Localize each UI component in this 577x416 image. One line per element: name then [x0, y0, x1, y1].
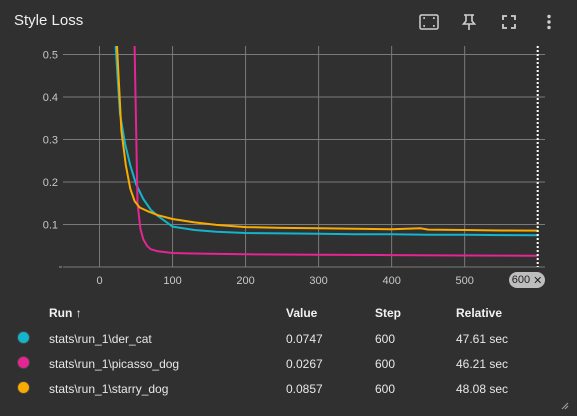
- run-table: Run ↑ Value Step Relative stats\run_1\de…: [0, 300, 577, 401]
- x-tick-label: 500: [455, 275, 473, 287]
- run-name: stats\run_1\picasso_dog: [49, 356, 180, 371]
- more-vert-icon: [547, 14, 551, 30]
- y-tick-label: 0.3: [43, 135, 58, 147]
- table-row[interactable]: stats\run_1\picasso_dog 0.0267 600 46.21…: [0, 351, 577, 376]
- run-value: 0.0747: [286, 331, 323, 346]
- x-tick-label: 0: [96, 275, 102, 287]
- resize-handle-icon[interactable]: [559, 400, 569, 410]
- x-tick-label: 400: [382, 275, 400, 287]
- run-color-swatch[interactable]: [17, 380, 30, 394]
- run-value: 0.0267: [286, 356, 323, 371]
- pin-button[interactable]: [451, 10, 487, 34]
- card-title: Style Loss: [14, 12, 84, 29]
- run-relative: 46.21 sec: [456, 356, 509, 371]
- series-line-2[interactable]: [116, 46, 538, 232]
- fit-domain-icon: [419, 14, 439, 30]
- step-column-header[interactable]: Step: [375, 306, 402, 320]
- fullscreen-button[interactable]: [491, 10, 527, 34]
- run-column-header[interactable]: Run ↑: [49, 306, 82, 320]
- x-tick-label: 100: [163, 275, 181, 287]
- run-step: 600: [375, 356, 396, 371]
- run-value: 0.0857: [286, 381, 323, 396]
- run-relative: 47.61 sec: [456, 331, 509, 346]
- run-color-swatch[interactable]: [17, 355, 30, 369]
- fullscreen-icon: [502, 15, 516, 29]
- more-button[interactable]: [531, 10, 567, 34]
- value-column-header[interactable]: Value: [286, 306, 318, 320]
- table-row[interactable]: stats\run_1\starry_dog 0.0857 600 48.08 …: [0, 376, 577, 401]
- card-toolbar: [411, 10, 567, 34]
- series-line-1[interactable]: [133, 46, 538, 257]
- fit-domain-button[interactable]: [411, 10, 447, 34]
- y-tick-label: 0.2: [43, 177, 58, 189]
- run-name: stats\run_1\der_cat: [49, 331, 152, 346]
- y-tick-label: 0.4: [43, 92, 58, 104]
- table-row[interactable]: stats\run_1\der_cat 0.0747 600 47.61 sec: [0, 326, 577, 351]
- x-tick-label: 300: [309, 275, 327, 287]
- close-icon[interactable]: ✕: [533, 274, 543, 287]
- step-marker-badge[interactable]: 600 ✕: [509, 272, 545, 288]
- run-step: 600: [375, 381, 396, 396]
- pin-icon: [461, 14, 477, 30]
- run-step: 600: [375, 331, 396, 346]
- x-tick-label: 200: [236, 275, 254, 287]
- run-name: stats\run_1\starry_dog: [49, 381, 169, 396]
- series-line-0[interactable]: [114, 46, 538, 237]
- run-relative: 48.08 sec: [456, 381, 509, 396]
- run-color-swatch[interactable]: [17, 330, 30, 344]
- line-chart[interactable]: 0 100 200 300 400 500 0.1 0.2 0.3 0.4 0.5: [0, 40, 577, 295]
- table-header-row: Run ↑ Value Step Relative: [0, 300, 577, 326]
- relative-column-header[interactable]: Relative: [456, 306, 503, 320]
- step-marker-label: 600: [511, 274, 531, 286]
- y-tick-label: 0.5: [43, 50, 58, 62]
- y-tick-label: 0.1: [43, 220, 58, 232]
